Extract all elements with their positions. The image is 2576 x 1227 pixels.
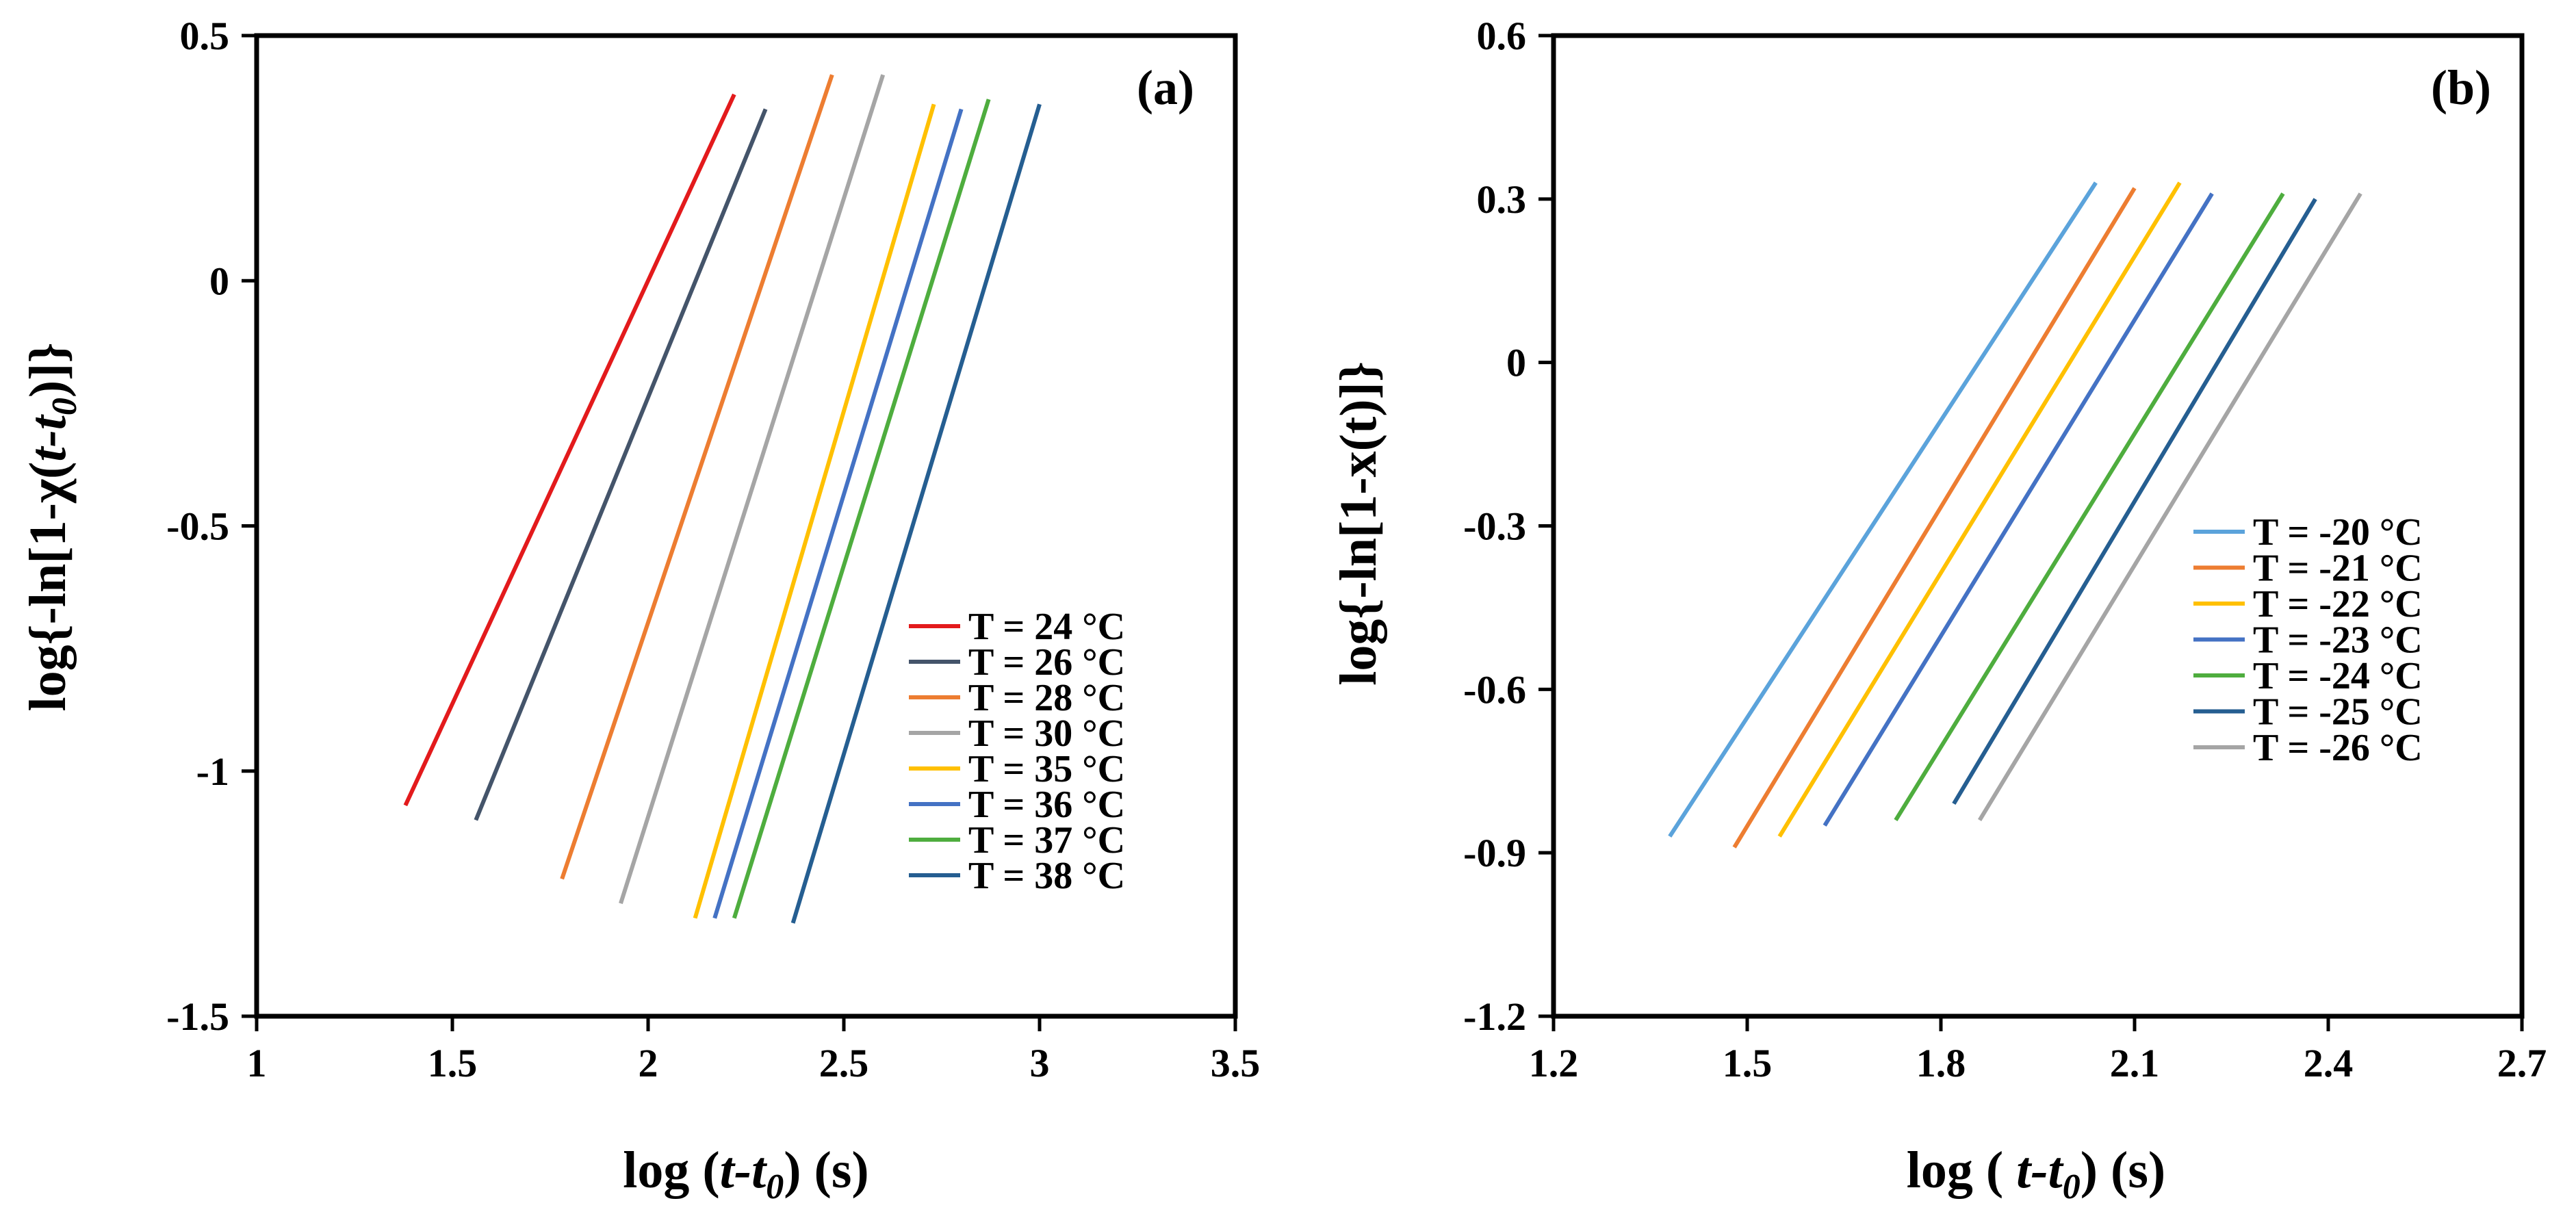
x-tick-label-b: 2.4 xyxy=(2304,1041,2354,1085)
series-line-b-4 xyxy=(1822,192,2214,827)
x-tick-label-a: 2 xyxy=(639,1041,658,1085)
legend-label-a-5: T = 35 °C xyxy=(968,748,1125,790)
y-axis-title-b: log{-ln[1-x(t)]} xyxy=(1330,361,1387,686)
y-tick-label-b: 0.3 xyxy=(1477,177,1527,222)
series-line-a-8 xyxy=(790,103,1042,924)
series-line-a-6 xyxy=(712,108,964,919)
series-line-b-7 xyxy=(1978,192,2362,821)
series-lines-b xyxy=(1668,181,2362,849)
series-line-a-3 xyxy=(560,74,834,880)
series-line-a-7 xyxy=(732,99,991,919)
panel-a: 1 1.5 2 2.5 3 3.5 0.50-0.5-1-1.5 T = 24 °CT =… xyxy=(19,14,1260,1206)
x-axis-title-b: log ( t-t0) (s) xyxy=(1907,1141,2166,1206)
x-axis-title-a: log (t-t0) (s) xyxy=(623,1141,869,1206)
y-tick-label-b: 0 xyxy=(1506,341,1526,385)
x-tick-label-a: 2.5 xyxy=(819,1041,869,1085)
x-tick-label-a: 1 xyxy=(247,1041,267,1085)
panel-label-a: (a) xyxy=(1137,60,1194,115)
series-line-b-2 xyxy=(1732,187,2137,849)
y-tick-label-a: -1.5 xyxy=(166,994,229,1039)
y-tick-label-a: -1 xyxy=(196,749,229,794)
x-ticks-a: 1 1.5 2 2.5 3 3.5 xyxy=(247,1016,1261,1085)
legend-label-a-1: T = 24 °C xyxy=(968,606,1125,648)
legend-b: T = -20 °CT = -21 °CT = -22 °CT = -23 °C… xyxy=(2193,511,2423,769)
series-line-b-3 xyxy=(1777,181,2182,838)
y-axis-title-a: log{-ln[1-χ(t-t0)]} xyxy=(19,343,84,712)
y-tick-label-b: -0.6 xyxy=(1463,667,1526,712)
legend-label-a-8: T = 38 °C xyxy=(968,855,1125,897)
panel-b: 1.2 1.5 1.8 2.1 2.4 2.7 0.6 0.3 0 -0.3 -0.6 -0.9 -1… xyxy=(1330,14,2547,1206)
x-tick-label-b: 1.8 xyxy=(1916,1041,1966,1085)
x-tick-label-b: 2.7 xyxy=(2497,1041,2547,1085)
y-tick-label-b: -0.9 xyxy=(1463,831,1526,875)
series-line-a-5 xyxy=(693,103,936,919)
series-line-b-6 xyxy=(1952,198,2317,805)
legend-label-b-5: T = -24 °C xyxy=(2253,655,2423,697)
y-tick-label-b: 0.6 xyxy=(1477,14,1527,58)
y-tick-label-a: -0.5 xyxy=(166,504,229,549)
x-tick-label-a: 3.5 xyxy=(1211,1041,1261,1085)
legend-label-a-7: T = 37 °C xyxy=(968,819,1125,862)
series-line-a-4 xyxy=(619,74,886,905)
legend-a: T = 24 °CT = 26 °CT = 28 °CT = 30 °CT = … xyxy=(909,606,1125,897)
x-ticks-b: 1.2 1.5 1.8 2.1 2.4 2.7 xyxy=(1529,1016,2547,1085)
x-tick-label-b: 1.5 xyxy=(1723,1041,1773,1085)
series-line-a-1 xyxy=(403,93,736,807)
y-tick-label-b: -1.2 xyxy=(1463,994,1526,1039)
x-tick-label-a: 3 xyxy=(1030,1041,1050,1085)
series-lines-a xyxy=(403,74,1042,924)
legend-label-a-2: T = 26 °C xyxy=(968,641,1125,684)
legend-label-b-4: T = -23 °C xyxy=(2253,619,2423,662)
legend-label-b-6: T = -25 °C xyxy=(2253,691,2423,734)
legend-label-a-6: T = 36 °C xyxy=(968,784,1125,826)
panel-label-b: (b) xyxy=(2431,60,2491,115)
legend-label-b-7: T = -26 °C xyxy=(2253,727,2423,769)
legend-label-b-1: T = -20 °C xyxy=(2253,511,2423,554)
x-tick-label-a: 1.5 xyxy=(428,1041,478,1085)
legend-label-b-3: T = -22 °C xyxy=(2253,583,2423,625)
series-line-b-5 xyxy=(1894,192,2285,821)
y-ticks-a: 0.5 0 -0.5 -1 -1.5 xyxy=(166,14,257,1039)
y-tick-label-b: -0.3 xyxy=(1463,504,1526,549)
x-tick-label-b: 1.2 xyxy=(1529,1041,1579,1085)
y-ticks-b: 0.6 0.3 0 -0.3 -0.6 -0.9 -1.2 xyxy=(1463,14,1554,1039)
y-tick-label-a: 0 xyxy=(209,259,229,303)
x-tick-label-b: 2.1 xyxy=(2110,1041,2160,1085)
series-line-a-2 xyxy=(474,108,768,821)
legend-label-b-2: T = -21 °C xyxy=(2253,547,2423,590)
legend-label-a-3: T = 28 °C xyxy=(968,677,1125,719)
y-tick-label-a: 0.5 xyxy=(180,14,230,58)
legend-label-a-4: T = 30 °C xyxy=(968,712,1125,755)
series-line-b-1 xyxy=(1668,181,2098,838)
